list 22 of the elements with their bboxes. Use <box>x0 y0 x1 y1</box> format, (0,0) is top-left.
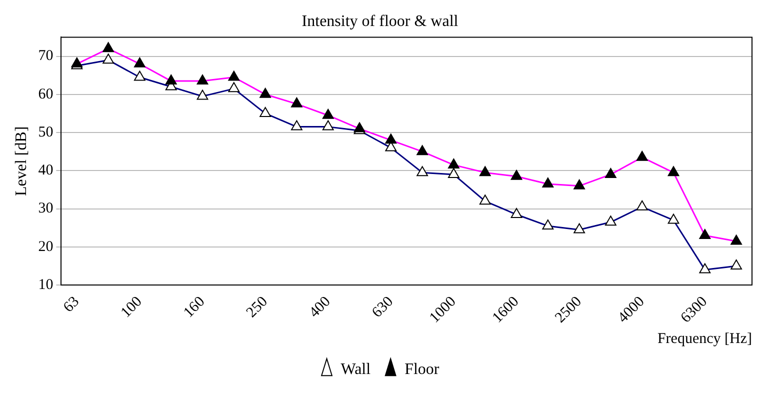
x-tick-label: 1000 <box>426 294 460 326</box>
y-tick-label: 40 <box>38 162 54 179</box>
y-tick-label: 60 <box>38 86 54 102</box>
y-axis-title: Level [dB] <box>12 126 30 196</box>
chart-title: Intensity of floor & wall <box>302 12 459 30</box>
y-tick-label: 10 <box>38 276 54 293</box>
x-tick-label: 6300 <box>678 294 711 326</box>
x-tick-label: 1600 <box>490 294 522 326</box>
x-axis-title: Frequency [Hz] <box>657 330 752 347</box>
x-tick-label: 400 <box>306 294 334 321</box>
x-tick-label: 100 <box>118 294 146 321</box>
x-tick-label: 630 <box>369 294 397 321</box>
x-tick-label: 63 <box>60 294 83 316</box>
x-tick-label: 250 <box>244 294 271 321</box>
legend-label: Wall <box>340 361 372 378</box>
legend-label: Floor <box>404 361 440 378</box>
x-tick-label: 160 <box>180 294 208 321</box>
y-tick-label: 30 <box>38 200 54 217</box>
x-tick-label: 4000 <box>615 294 648 326</box>
y-tick-label: 70 <box>38 48 54 64</box>
y-tick-label: 50 <box>38 124 54 140</box>
y-tick-label: 20 <box>38 238 54 255</box>
